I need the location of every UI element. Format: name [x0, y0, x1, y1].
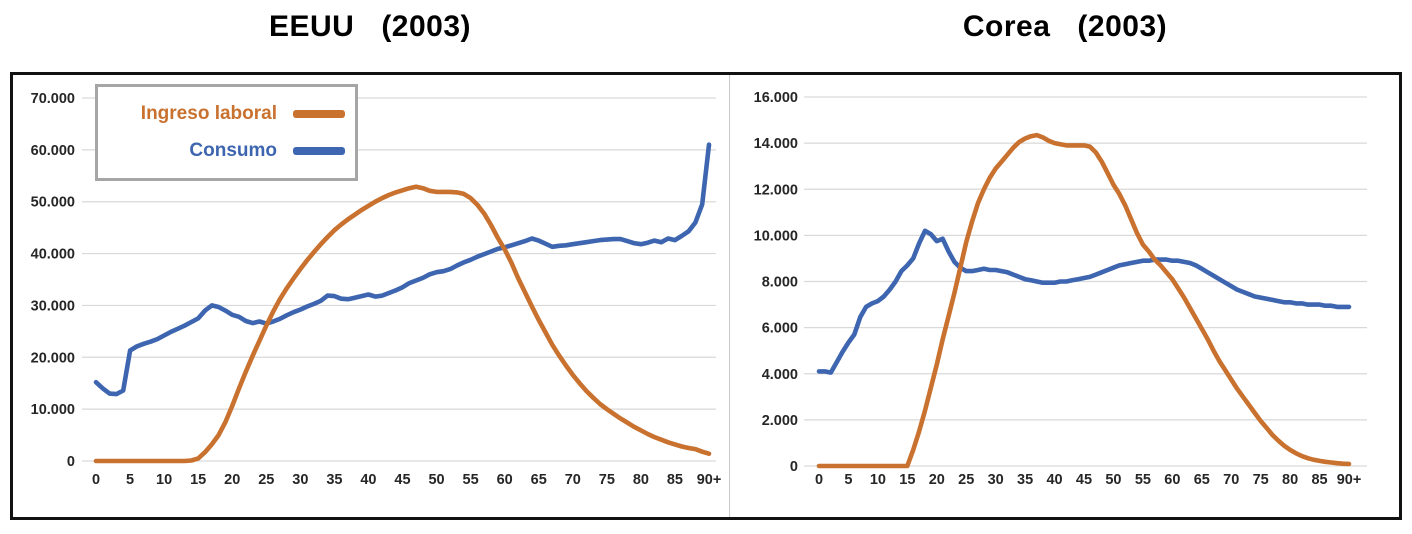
x-axis-label: 5 — [844, 472, 852, 488]
legend-item-ingreso-laboral: Ingreso laboral — [98, 103, 345, 125]
series-line-consumo — [816, 228, 1352, 375]
y-axis-label: 6.000 — [762, 321, 798, 337]
chart-title-corea-name: Corea — [962, 10, 1051, 43]
x-axis-label: 80 — [1282, 472, 1298, 488]
y-axis-label: 20.000 — [31, 350, 75, 366]
x-axis-label: 60 — [497, 472, 513, 488]
x-axis-label: 70 — [565, 472, 581, 488]
x-axis-label: 55 — [463, 472, 479, 488]
y-axis-label: 0 — [67, 454, 75, 470]
chart-title-eeuu: EEUU (2003) — [12, 10, 728, 44]
y-axis-label: 10.000 — [754, 228, 798, 244]
x-axis-label: 25 — [258, 472, 274, 488]
chart-title-eeuu-year: (2003) — [381, 10, 472, 43]
x-axis-label: 40 — [360, 472, 376, 488]
y-axis-label: 30.000 — [31, 298, 75, 314]
x-axis-label: 15 — [190, 472, 206, 488]
x-axis-label: 70 — [1223, 472, 1239, 488]
x-axis-label: 50 — [428, 472, 444, 488]
x-axis-label: 0 — [815, 472, 823, 488]
x-axis-label: 10 — [870, 472, 886, 488]
legend-label-ingreso-laboral: Ingreso laboral — [140, 103, 277, 125]
x-axis-label: 85 — [1311, 472, 1327, 488]
series-line-ingreso-laboral — [93, 184, 712, 464]
x-axis-label: 0 — [92, 472, 100, 488]
ingreso-laboral-line-swatch-icon — [293, 110, 345, 119]
y-axis-label: 8.000 — [762, 275, 798, 291]
x-axis-label: 85 — [667, 472, 683, 488]
x-axis-label: 40 — [1046, 472, 1062, 488]
x-axis-label: 5 — [126, 472, 134, 488]
chart-title-corea: Corea (2003) — [728, 10, 1402, 44]
x-axis-label: 50 — [1105, 472, 1121, 488]
legend-label-consumo: Consumo — [189, 139, 277, 161]
y-axis-label: 14.000 — [754, 136, 798, 152]
legend-item-consumo: Consumo — [98, 140, 345, 162]
x-axis-label: 75 — [599, 472, 615, 488]
series-line-ingreso-laboral — [816, 132, 1352, 469]
y-axis-label: 70.000 — [31, 91, 75, 107]
x-axis-label: 65 — [1194, 472, 1210, 488]
y-axis-label: 12.000 — [754, 182, 798, 198]
x-axis-label: 60 — [1164, 472, 1180, 488]
y-axis-label: 40.000 — [31, 247, 75, 263]
x-axis-label: 30 — [292, 472, 308, 488]
y-axis-label: 16.000 — [754, 90, 798, 106]
x-axis-label: 90+ — [697, 472, 722, 488]
eeuu-chart-panel: Ingreso laboral Consumo 0 10.000 20.000 30.… — [13, 75, 729, 517]
x-axis-label: 80 — [633, 472, 649, 488]
chart-title-corea-year: (2003) — [1077, 10, 1168, 43]
legend: Ingreso laboral Consumo — [95, 84, 358, 181]
x-axis-label: 30 — [988, 472, 1004, 488]
y-axis-label: 4.000 — [762, 367, 798, 383]
y-axis-label: 60.000 — [31, 143, 75, 159]
charts-outer-border: Ingreso laboral Consumo 0 10.000 20.000 30.… — [10, 72, 1402, 520]
x-axis-label: 90+ — [1337, 472, 1362, 488]
x-axis-label: 35 — [326, 472, 342, 488]
x-axis-label: 55 — [1135, 472, 1151, 488]
y-axis-label: 0 — [790, 459, 798, 475]
y-axis-label: 50.000 — [31, 195, 75, 211]
consumo-line-swatch-icon — [293, 146, 345, 155]
x-axis-label: 45 — [1076, 472, 1092, 488]
x-axis-label: 20 — [929, 472, 945, 488]
series-line-consumo — [93, 142, 712, 397]
x-axis-label: 35 — [1017, 472, 1033, 488]
corea-chart-svg: 0 2.000 4.000 6.000 8.000 10.000 12.000 14.000 1… — [754, 90, 1367, 488]
x-axis-label: 15 — [899, 472, 915, 488]
y-axis-label: 10.000 — [31, 402, 75, 418]
x-axis-label: 20 — [224, 472, 240, 488]
x-axis-label: 25 — [958, 472, 974, 488]
x-axis-label: 45 — [394, 472, 410, 488]
x-axis-label: 10 — [156, 472, 172, 488]
x-axis-label: 65 — [531, 472, 547, 488]
y-axis-label: 2.000 — [762, 413, 798, 429]
x-axis-label: 75 — [1253, 472, 1269, 488]
corea-chart-panel: 0 2.000 4.000 6.000 8.000 10.000 12.000 14.000 1… — [729, 75, 1399, 517]
chart-title-eeuu-name: EEUU — [268, 10, 355, 43]
